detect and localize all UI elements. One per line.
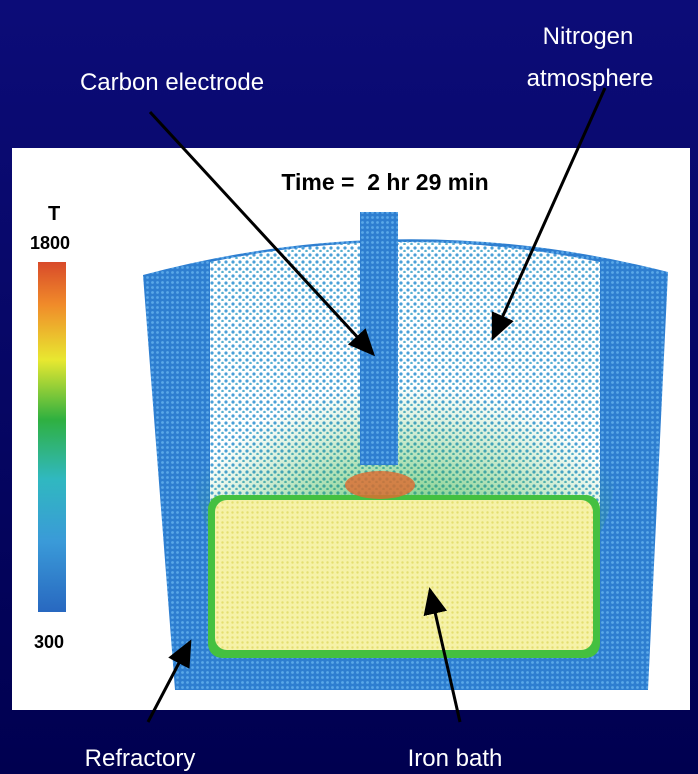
arc-zone xyxy=(345,471,415,499)
electrode xyxy=(360,212,398,465)
time-label: Time = 2 hr 29 min xyxy=(281,169,488,195)
iron-bath xyxy=(215,500,593,650)
page: {"labels": {"carbon_electrode": "Carbon … xyxy=(0,0,698,774)
label: Refractory xyxy=(85,745,196,772)
slide: T 1800 300 Time = 2 hr 29 min Carbon ele… xyxy=(0,0,698,774)
colorbar-max: 1800 xyxy=(30,233,70,253)
label: Carbon electrode xyxy=(80,69,264,96)
colorbar-min: 300 xyxy=(34,632,64,652)
colorbar xyxy=(38,262,66,612)
label: atmosphere xyxy=(527,65,654,92)
label: Nitrogen xyxy=(543,23,634,50)
label: Iron bath xyxy=(408,745,503,772)
colorbar-title: T xyxy=(48,203,60,225)
